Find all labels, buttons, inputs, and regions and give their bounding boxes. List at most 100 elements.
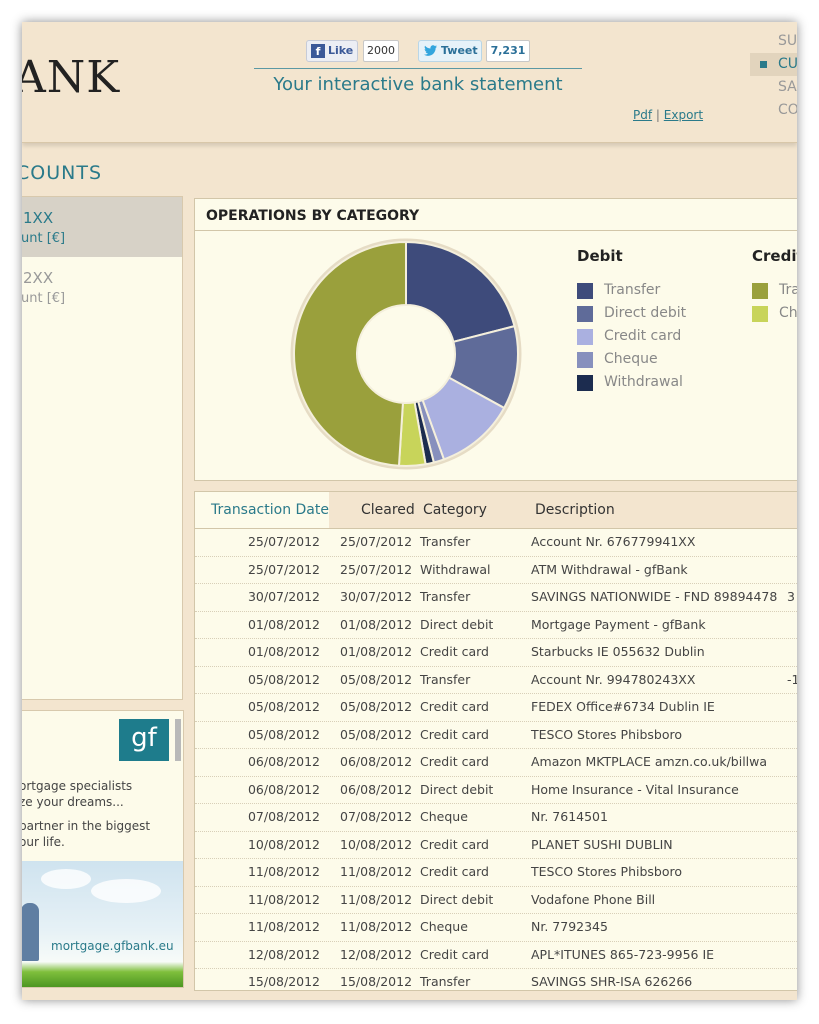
table-row[interactable]: 05/08/2012 05/08/2012 Transfer Account Nr. … [195, 667, 797, 694]
cell-amount: 3 [787, 589, 795, 604]
legend-item[interactable]: Credit card [577, 327, 686, 350]
cell-category: Cheque [420, 809, 468, 824]
donut-outer-ring [290, 238, 522, 470]
cell-date: 06/08/2012 [247, 781, 320, 797]
table-header: Transaction Date Cleared Category Descri… [195, 492, 797, 529]
legend-label: Withdrawal [604, 374, 683, 390]
bank-logo: ANK [22, 52, 121, 103]
cell-category: Credit card [420, 699, 489, 714]
cell-date: 11/08/2012 [247, 864, 320, 879]
table-row[interactable]: 05/08/2012 05/08/2012 Credit card TESCO Sto… [195, 722, 797, 749]
account-subtitle: unt [€] [22, 291, 66, 306]
nav-item-savings[interactable]: SA [778, 79, 797, 95]
cell-category: Credit card [420, 836, 489, 852]
table-row[interactable]: 11/08/2012 11/08/2012 Cheque Nr. 7792345 [195, 914, 797, 942]
table-row[interactable]: 15/08/2012 15/08/2012 Transfer SAVINGS SHR-… [195, 969, 797, 990]
legend-label: Cheque [604, 351, 658, 367]
cell-category: Transfer [420, 589, 471, 604]
cell-date: 25/07/2012 [247, 561, 320, 577]
cell-description: SAVINGS SHR-ISA 626266 [531, 974, 693, 989]
ad-text-line: ortgage specialists [22, 779, 133, 793]
cell-cleared: 15/08/2012 [340, 974, 413, 989]
header-category[interactable]: Category [423, 502, 487, 518]
cell-cleared: 11/08/2012 [340, 891, 413, 907]
legend-label: Tra [779, 282, 797, 298]
cell-category: Transfer [420, 534, 471, 549]
cell-description: Mortgage Payment - gfBank [531, 616, 706, 632]
table-row[interactable]: 12/08/2012 12/08/2012 Credit card APL*ITUNE… [195, 942, 797, 969]
legend-swatch [577, 329, 593, 345]
tagline-divider [254, 68, 582, 69]
cell-date: 07/08/2012 [247, 809, 320, 824]
cell-category: Direct debit [420, 781, 494, 797]
nav-item-current[interactable]: CU [750, 53, 797, 76]
table-row[interactable]: 05/08/2012 05/08/2012 Credit card FEDEX Off… [195, 694, 797, 722]
pdf-link[interactable]: Pdf [633, 108, 653, 122]
cell-date: 12/08/2012 [247, 946, 320, 962]
cell-category: Credit card [420, 946, 489, 962]
account-subtitle: unt [€] [22, 231, 66, 246]
header-description[interactable]: Description [535, 502, 615, 518]
cell-category: Transfer [420, 671, 471, 687]
nav-item-contact[interactable]: CO [778, 102, 797, 118]
donut-slice[interactable] [293, 240, 407, 467]
cell-category: Withdrawal [420, 561, 491, 577]
cell-amount: -1 [787, 671, 797, 687]
legend-item[interactable]: Tra [752, 281, 797, 304]
cell-cleared: 01/08/2012 [340, 644, 413, 659]
table-row[interactable]: 01/08/2012 01/08/2012 Credit card Starbucks… [195, 639, 797, 667]
table-row[interactable]: 07/08/2012 07/08/2012 Cheque Nr. 7614501 [195, 804, 797, 832]
ad-text-line: partner in the biggest [22, 819, 151, 833]
ad-url[interactable]: mortgage.gfbank.eu [51, 939, 174, 953]
link-separator: | [655, 108, 660, 122]
cell-date: 05/08/2012 [247, 671, 320, 687]
cell-date: 15/08/2012 [247, 974, 320, 989]
chart-title: OPERATIONS BY CATEGORY [195, 199, 797, 231]
table-row[interactable]: 01/08/2012 01/08/2012 Direct debit Mortgage… [195, 612, 797, 639]
header-cleared[interactable]: Cleared [361, 502, 415, 518]
table-row[interactable]: 30/07/2012 30/07/2012 Transfer SAVINGS NATI… [195, 584, 797, 612]
transactions-table: Transaction Date Cleared Category Descri… [194, 491, 797, 991]
cell-description: ATM Withdrawal - gfBank [531, 561, 688, 577]
table-row[interactable]: 06/08/2012 06/08/2012 Direct debit Home Ins… [195, 777, 797, 804]
donut-slice[interactable] [405, 240, 516, 344]
ad-text-line: our life. [22, 835, 65, 849]
cell-cleared: 30/07/2012 [340, 589, 413, 604]
legend-label: Ch [779, 305, 797, 321]
cell-category: Direct debit [420, 891, 494, 907]
nav-item-summary[interactable]: SU [778, 33, 797, 49]
export-link[interactable]: Export [663, 108, 704, 122]
legend-item[interactable]: Cheque [577, 350, 686, 373]
table-row[interactable]: 10/08/2012 10/08/2012 Credit card PLANET SU… [195, 832, 797, 859]
table-row[interactable]: 11/08/2012 11/08/2012 Direct debit Vodafone… [195, 887, 797, 914]
top-nav: SU CU SA CO [750, 30, 797, 122]
cell-description: PLANET SUSHI DUBLIN [531, 836, 673, 852]
cell-category: Credit card [420, 726, 489, 742]
facebook-like-button[interactable]: f Like [306, 40, 358, 62]
cell-description: Amazon MKTPLACE amzn.co.uk/billwa [531, 754, 768, 769]
person-figure [22, 903, 39, 961]
tweet-button[interactable]: Tweet [418, 40, 482, 62]
table-row[interactable]: 06/08/2012 06/08/2012 Credit card Amazon MK… [195, 749, 797, 777]
account-item[interactable]: 2XX unt [€] [22, 257, 182, 317]
cell-date: 11/08/2012 [247, 919, 320, 934]
mortgage-ad[interactable]: gf ortgage specialists ze your dreams...… [22, 710, 184, 988]
table-row[interactable]: 25/07/2012 25/07/2012 Withdrawal ATM Withdr… [195, 557, 797, 584]
facebook-icon: f [311, 44, 325, 58]
cell-description: FEDEX Office#6734 Dublin IE [531, 699, 715, 714]
legend-label: Transfer [604, 282, 661, 298]
cell-cleared: 06/08/2012 [340, 754, 413, 769]
header-transaction-date[interactable]: Transaction Date [195, 492, 329, 528]
legend-item[interactable]: Withdrawal [577, 373, 686, 396]
legend-item[interactable]: Direct debit [577, 304, 686, 327]
accounts-heading: COUNTS [22, 162, 103, 184]
account-item[interactable]: 1XX unt [€] [22, 197, 182, 257]
table-row[interactable]: 25/07/2012 25/07/2012 Transfer Account Nr. … [195, 529, 797, 557]
cell-cleared: 10/08/2012 [340, 836, 413, 852]
legend-swatch [752, 306, 768, 322]
legend-item[interactable]: Ch [752, 304, 797, 327]
legend-item[interactable]: Transfer [577, 281, 686, 304]
cell-date: 25/07/2012 [247, 534, 320, 549]
table-row[interactable]: 11/08/2012 11/08/2012 Credit card TESCO Sto… [195, 859, 797, 887]
like-count: 2000 [363, 40, 399, 62]
